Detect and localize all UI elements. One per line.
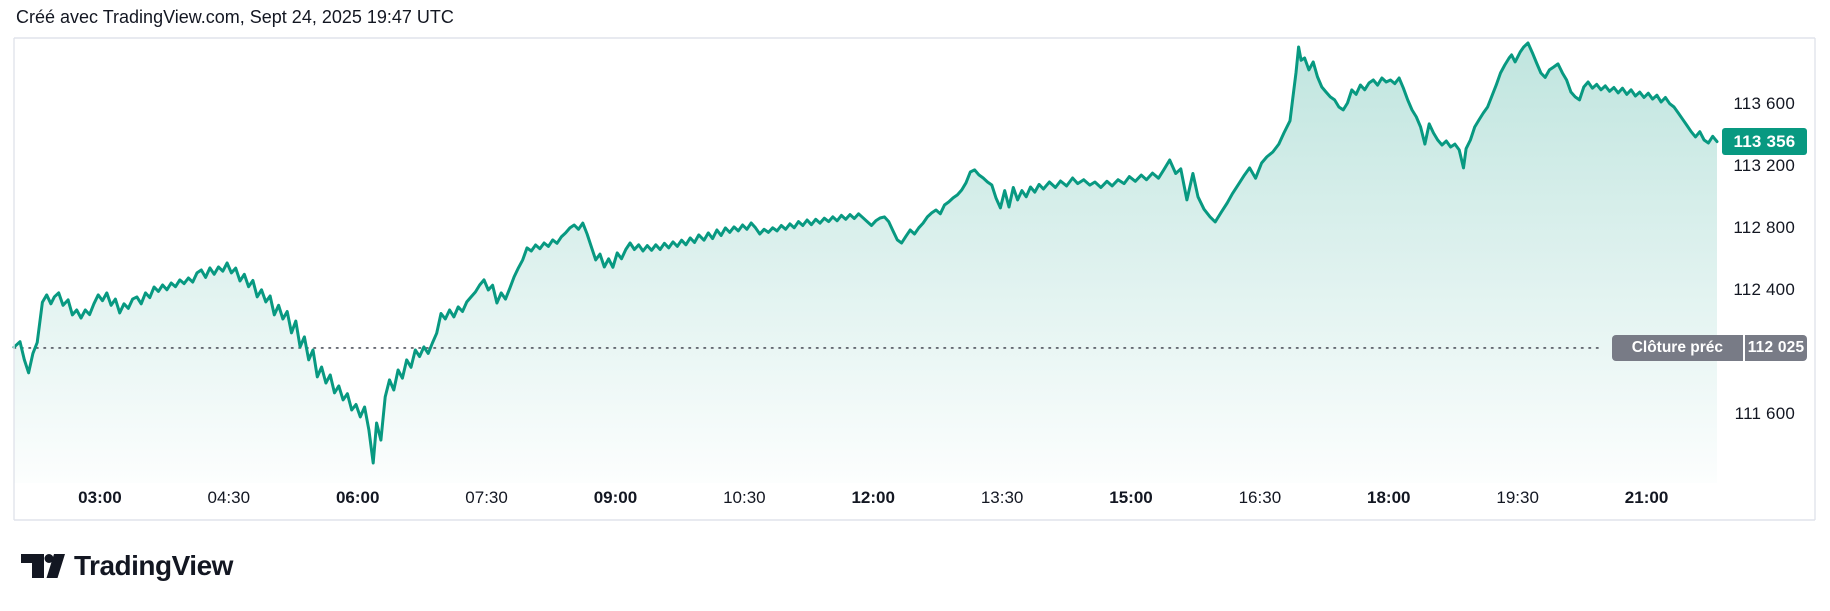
previous-close-badge: Clôture préc 112 025 (1611, 334, 1807, 361)
price-tick-label: 112 400 (1733, 279, 1795, 299)
time-tick-label: 10:30 (723, 488, 766, 507)
brand-wordmark: TradingView (74, 550, 233, 581)
time-tick-label: 19:30 (1496, 488, 1539, 507)
price-tick-label: 111 600 (1734, 403, 1795, 423)
price-tick-label: 112 800 (1733, 217, 1795, 237)
brand-footer: TradingView (20, 550, 233, 582)
attribution-title: Créé avec TradingView.com, Sept 24, 2025… (16, 7, 454, 27)
time-tick-label: 09:00 (593, 488, 638, 507)
time-tick-label: 15:00 (1109, 488, 1153, 507)
time-tick-label: 04:30 (207, 488, 251, 507)
last-price-badge: 113 356 (1722, 128, 1807, 156)
previous-close-value: 112 025 (1745, 334, 1807, 361)
time-tick-label: 07:30 (465, 488, 508, 507)
tradingview-logo-icon (21, 554, 65, 578)
time-tick-label: 16:30 (1238, 488, 1282, 507)
price-tick-label: 113 200 (1733, 155, 1795, 175)
time-tick-label: 21:00 (1624, 488, 1669, 507)
time-tick-label: 13:30 (980, 488, 1024, 507)
time-tick-label: 18:00 (1367, 488, 1411, 507)
price-tick-label: 113 600 (1733, 93, 1795, 113)
time-tick-label: 03:00 (78, 488, 122, 507)
time-tick-label: 12:00 (851, 488, 895, 507)
previous-close-label: Clôture préc (1611, 334, 1743, 361)
time-tick-label: 06:00 (335, 488, 380, 507)
